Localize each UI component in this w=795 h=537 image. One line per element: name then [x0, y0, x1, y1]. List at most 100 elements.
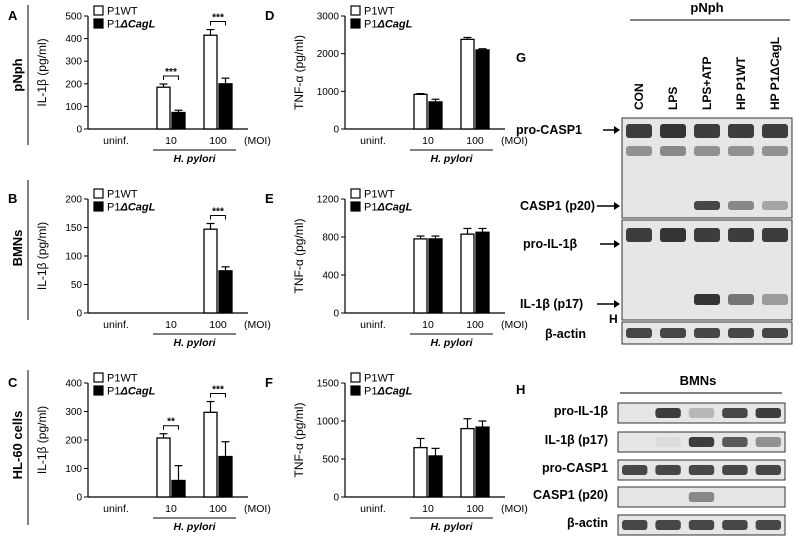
y-tick-label: 0 [333, 493, 339, 504]
x-tick-label: 10 [165, 503, 177, 515]
legend-label-mut-suffix: ΔCagL [119, 386, 155, 398]
legend-label-wt: P1WT [364, 373, 395, 385]
y-tick-label: 300 [65, 57, 82, 68]
x-tick-label: uninf. [103, 319, 129, 331]
y-axis-label: IL-1β (pg/ml) [35, 38, 49, 106]
y-tick-label: 1000 [317, 417, 340, 428]
legend-label-mut: P1ΔCagL [364, 386, 413, 398]
x-unit-label: (MOI) [244, 319, 271, 331]
legend-label-wt: P1WT [364, 6, 395, 18]
group-label: H. pylori [430, 153, 473, 165]
chart-a: A 0 100 200 300 400 500 IL-1β (pg/ml) uninf. 10 10… [8, 5, 271, 165]
legend-label-wt: P1WT [364, 189, 395, 201]
legend-swatch-wt [93, 5, 104, 16]
x-unit-label: (MOI) [244, 503, 271, 515]
chart-e: E 0 400 800 1200 TNF-α (pg/ml) uninf. 10 100 (MOI… [265, 188, 528, 349]
bar [460, 38, 475, 130]
y-tick-label: 500 [322, 455, 339, 466]
stray-label-h: H [609, 312, 618, 326]
y-tick-label: 400 [65, 34, 82, 45]
x-tick-label: 100 [466, 135, 484, 147]
legend-label-mut: P1ΔCagL [107, 386, 156, 398]
panel-label: D [265, 8, 274, 23]
band-casp1-p20 [762, 201, 788, 210]
x-tick-label: 100 [209, 503, 227, 515]
y-tick-label: 800 [322, 233, 339, 244]
band-smear [728, 146, 754, 156]
group-label: H. pylori [173, 153, 216, 165]
bar [475, 49, 490, 130]
y-tick-label: 50 [71, 280, 83, 291]
bar [413, 446, 428, 498]
panel-label: E [265, 191, 274, 206]
significance-bracket [163, 75, 179, 81]
legend-swatch-mut [350, 201, 361, 212]
legend-label-wt: P1WT [107, 6, 138, 18]
band-pro-il1b [728, 228, 754, 242]
row-label-bmns: BMNs [10, 230, 25, 267]
bar [460, 427, 475, 498]
legend-label-mut: P1ΔCagL [364, 202, 413, 214]
legend-label-mut-prefix: P1 [107, 386, 120, 398]
significance-label: *** [212, 385, 224, 396]
y-tick-label: 200 [65, 79, 82, 90]
bar [428, 101, 443, 130]
significance-label: *** [212, 13, 224, 24]
x-tick-label: 100 [466, 503, 484, 515]
significance-bracket [210, 215, 226, 220]
group-label: H. pylori [173, 337, 216, 349]
band-il1b-p17 [728, 294, 754, 305]
x-tick-label: 10 [422, 503, 434, 515]
y-tick-label: 100 [65, 252, 82, 263]
band-casp1-p20 [694, 201, 720, 210]
legend-swatch-mut [350, 385, 361, 396]
western-blot-h: H BMNs pro-IL-1β IL-1β (p17) pro-CASP1 CASP1 … [516, 373, 786, 536]
y-tick-label: 1500 [317, 379, 340, 390]
x-unit-label: (MOI) [244, 135, 271, 147]
band-label: pro-IL-1β [554, 404, 609, 418]
band-pro-casp1 [728, 124, 754, 138]
legend-swatch-mut [350, 18, 361, 29]
legend-label-mut-prefix: P1 [364, 202, 377, 214]
y-tick-label: 0 [76, 493, 82, 504]
band [622, 465, 648, 475]
chart-f: F 0 500 1000 1500 TNF-α (pg/ml) uninf. 10 100 (MO… [265, 372, 528, 533]
band [688, 465, 715, 475]
band-pro-il1b [762, 228, 788, 242]
bar [171, 111, 186, 130]
band-actin [728, 328, 754, 338]
y-tick-label: 1000 [317, 87, 340, 98]
y-axis-label: TNF-α (pg/ml) [292, 35, 306, 110]
legend-swatch-wt [350, 5, 361, 16]
legend-swatch-wt [93, 372, 104, 383]
bar [428, 455, 443, 498]
band-actin [762, 328, 788, 338]
band-label: CASP1 (p20) [520, 199, 595, 213]
band-pro-il1b [660, 228, 686, 242]
band-label: pro-IL-1β [523, 237, 578, 251]
y-tick-label: 0 [76, 125, 82, 136]
group-label: H. pylori [430, 521, 473, 533]
band [622, 520, 648, 530]
band [755, 520, 781, 530]
band-actin [626, 328, 652, 338]
row-label-hl60: HL-60 cells [10, 411, 25, 480]
lane-label: CON [632, 83, 646, 110]
y-tick-label: 200 [65, 195, 82, 206]
lane-label: HP P1ΔCagL [768, 37, 782, 110]
blot-g-header: pNph [690, 0, 723, 15]
band [688, 492, 715, 502]
band-pro-casp1 [694, 124, 720, 138]
band-label: IL-1β (p17) [520, 297, 583, 311]
band [655, 465, 681, 475]
band-pro-casp1 [660, 124, 686, 138]
band-smear [660, 146, 686, 156]
significance-label: *** [212, 207, 224, 218]
legend-label-mut: P1ΔCagL [107, 19, 156, 31]
band-label: CASP1 (p20) [533, 488, 608, 502]
band [722, 408, 748, 418]
legend-label-mut-prefix: P1 [364, 19, 377, 31]
bar [413, 93, 428, 130]
significance-bracket [163, 425, 179, 430]
bar [460, 233, 475, 314]
